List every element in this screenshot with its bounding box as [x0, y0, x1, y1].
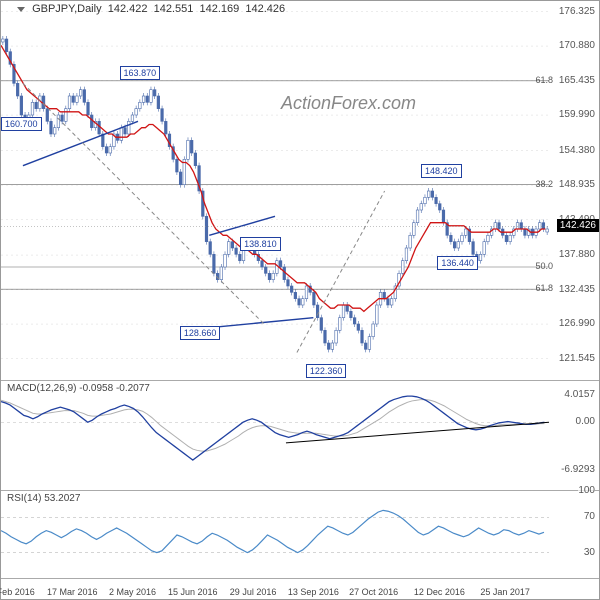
ohlc-high: 142.551 [154, 3, 194, 15]
rsi-chart-svg[interactable] [1, 491, 600, 579]
price-annotation: 160.700 [1, 117, 42, 131]
y-axis-label: 100 [578, 485, 595, 496]
x-axis-label: 2 May 2016 [109, 587, 156, 597]
price-chart-svg[interactable] [1, 1, 600, 381]
x-axis-label: 29 Jul 2016 [230, 587, 277, 597]
y-axis-label: 121.545 [559, 353, 595, 364]
macd-panel[interactable]: MACD(12,26,9) -0.0958 -0.2077 4.0157 0.00… [1, 381, 599, 491]
y-axis-label: 154.380 [559, 145, 595, 156]
rsi-panel[interactable]: RSI(14) 53.2027 1007030 [1, 491, 599, 579]
y-axis-label: 137.880 [559, 249, 595, 260]
y-axis-label: 159.990 [559, 109, 595, 120]
price-annotation: 138.810 [240, 237, 281, 251]
y-axis-label: 132.435 [559, 284, 595, 295]
rsi-title: RSI(14) 53.2027 [7, 493, 80, 504]
x-axis-label: 2 Feb 2016 [0, 587, 35, 597]
x-axis-label: 12 Dec 2016 [414, 587, 465, 597]
y-axis-label: -6.9293 [561, 464, 595, 475]
x-axis: 2 Feb 2016 17 Mar 2016 2 May 2016 15 Jun 20… [1, 577, 599, 599]
price-panel[interactable]: GBPJPY,Daily 142.422 142.551 142.169 142… [1, 1, 599, 381]
x-axis-label: 25 Jan 2017 [480, 587, 530, 597]
timeframe-label: Daily [77, 3, 101, 15]
y-axis-label: 148.935 [559, 179, 595, 190]
price-annotation: 128.660 [180, 326, 221, 340]
x-axis-label: 13 Sep 2016 [288, 587, 339, 597]
fib-label: 50.0 [535, 261, 553, 271]
watermark: ActionForex.com [281, 93, 416, 114]
x-axis-label: 15 Jun 2016 [168, 587, 218, 597]
price-annotation: 163.870 [120, 66, 161, 80]
price-annotation: 122.360 [306, 364, 347, 378]
ohlc-close: 142.426 [245, 3, 285, 15]
forex-chart-container: GBPJPY,Daily 142.422 142.551 142.169 142… [0, 0, 600, 600]
y-axis-label: 165.435 [559, 75, 595, 86]
y-axis-label: 30 [584, 547, 595, 558]
chevron-down-icon[interactable] [17, 7, 25, 12]
current-price-tag: 142.426 [557, 219, 599, 232]
macd-chart-svg[interactable] [1, 381, 600, 491]
symbol-label: GBPJPY [32, 3, 74, 15]
fib-label: 61.8 [535, 75, 553, 85]
y-axis-label: 70 [584, 511, 595, 522]
x-axis-label: 17 Mar 2016 [47, 587, 98, 597]
fib-label: 61.8 [535, 283, 553, 293]
y-axis-label: 126.990 [559, 318, 595, 329]
price-annotation: 136.440 [437, 256, 478, 270]
ohlc-low: 142.169 [199, 3, 239, 15]
y-axis-label: 0.00 [576, 416, 595, 427]
ohlc-open: 142.422 [108, 3, 148, 15]
x-axis-label: 27 Oct 2016 [349, 587, 398, 597]
macd-title: MACD(12,26,9) -0.0958 -0.2077 [7, 383, 150, 394]
y-axis-label: 170.880 [559, 40, 595, 51]
chart-title-bar[interactable]: GBPJPY,Daily 142.422 142.551 142.169 142… [17, 3, 285, 15]
price-annotation: 148.420 [421, 164, 462, 178]
fib-label: 38.2 [535, 179, 553, 189]
y-axis-label: 176.325 [559, 6, 595, 17]
y-axis-label: 4.0157 [564, 389, 595, 400]
